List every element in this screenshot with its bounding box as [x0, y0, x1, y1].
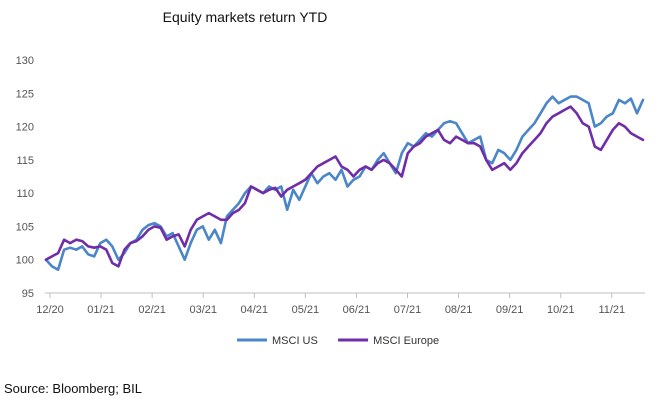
y-tick-label: 95	[22, 288, 34, 300]
legend: MSCI US MSCI Europe	[237, 335, 439, 347]
legend-label-msci-us: MSCI US	[272, 335, 318, 347]
x-tick-label: 11/21	[598, 304, 625, 316]
y-tick-label: 110	[16, 188, 34, 200]
x-tick-label: 07/21	[394, 304, 422, 316]
x-tick-label: 06/21	[343, 304, 371, 316]
chart-title: Equity markets return YTD	[162, 9, 328, 25]
legend-label-msci-europe: MSCI Europe	[373, 335, 439, 347]
y-tick-label: 120	[16, 122, 34, 134]
x-tick-label: 05/21	[292, 304, 320, 316]
y-tick-label: 115	[16, 155, 34, 167]
x-axis: 12/20 01/21 02/21 03/21 04/21 05/21 06/21 07/21…	[36, 292, 645, 316]
x-tick-label: 03/21	[189, 304, 217, 316]
series-line-msci-us	[44, 95, 645, 272]
x-tick-label: 09/21	[496, 304, 524, 316]
y-tick-label: 100	[16, 255, 34, 267]
y-tick-label: 125	[16, 88, 34, 100]
y-tick-label: 105	[16, 221, 34, 233]
x-tick-label: 08/21	[445, 304, 473, 316]
source-note: Source: Bloomberg; BIL	[4, 381, 143, 396]
x-tick-label: 12/20	[36, 304, 64, 316]
series-layer	[44, 95, 645, 272]
x-tick-label: 01/21	[87, 304, 115, 316]
y-tick-label: 130	[16, 55, 34, 67]
x-tick-label: 10/21	[547, 304, 575, 316]
series-line-msci-europe	[44, 105, 645, 268]
x-tick-label: 04/21	[241, 304, 269, 316]
y-axis: 95 100 105 110 115 120 125 130	[16, 55, 34, 300]
x-tick-label: 02/21	[138, 304, 166, 316]
